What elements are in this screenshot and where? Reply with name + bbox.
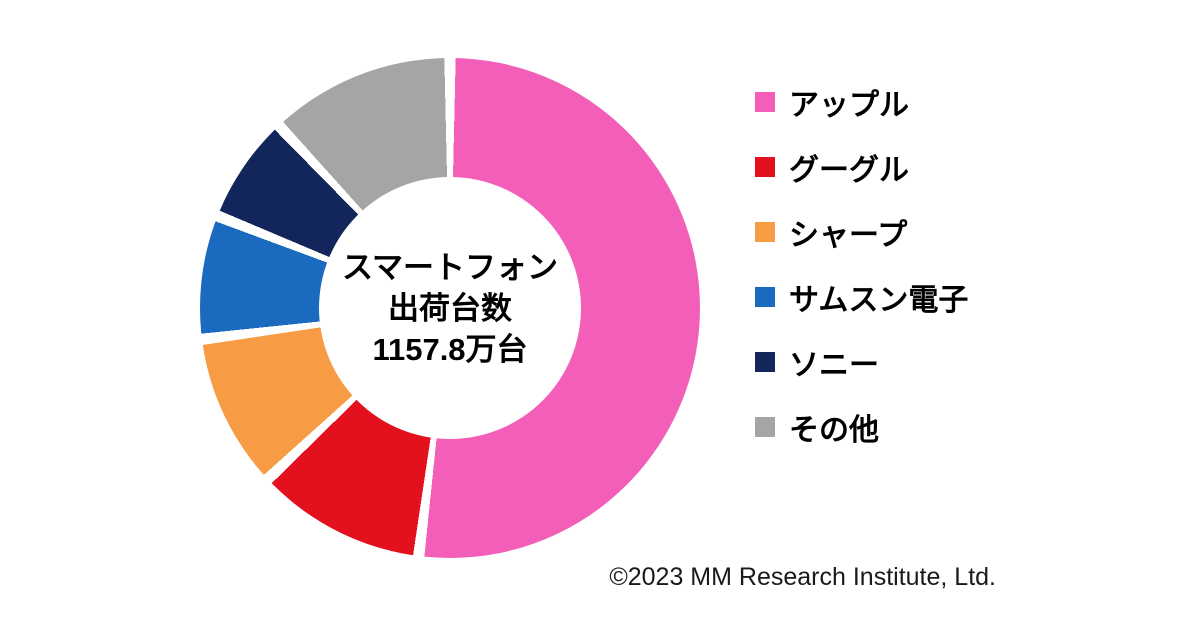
legend-label: ソニー (789, 349, 879, 382)
legend-label: アップル (789, 89, 909, 122)
legend-label: シャープ (789, 219, 908, 252)
legend-item: その他 (755, 411, 968, 447)
legend-swatch (755, 222, 775, 242)
legend: アップルグーグルシャープサムスン電子 ソニーその他 (755, 86, 968, 447)
legend-label: その他 (789, 414, 879, 447)
copyright-text: ©2023 MM Research Institute, Ltd. (609, 563, 996, 591)
donut-chart: スマートフォン 出荷台数 1157.8万台 (200, 58, 700, 558)
legend-label: サムスン電子 (789, 284, 969, 317)
legend-swatch (755, 92, 775, 112)
legend-item: サムスン電子 (755, 281, 968, 317)
center-label-line3: 1157.8万台 (372, 331, 528, 367)
legend-swatch (755, 417, 775, 437)
legend-swatch (755, 157, 775, 177)
legend-label: グーグル (789, 154, 909, 187)
legend-swatch (755, 352, 775, 372)
legend-item: シャープ (755, 216, 968, 252)
legend-item: グーグル (755, 151, 968, 187)
legend-item: アップル (755, 86, 968, 122)
donut-center-label: スマートフォン 出荷台数 1157.8万台 (319, 177, 581, 439)
center-label-line2: 出荷台数 (388, 290, 512, 326)
legend-swatch (755, 287, 775, 307)
legend-item: ソニー (755, 346, 968, 382)
center-label-line1: スマートフォン (341, 249, 559, 285)
